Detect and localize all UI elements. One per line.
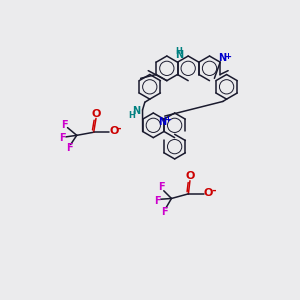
Text: -: - bbox=[117, 124, 122, 134]
Text: -: - bbox=[212, 186, 216, 196]
Text: O: O bbox=[91, 109, 101, 119]
Text: +: + bbox=[224, 52, 231, 61]
Text: H: H bbox=[128, 111, 135, 120]
Text: N: N bbox=[218, 53, 226, 63]
Text: +: + bbox=[164, 116, 171, 124]
Text: O: O bbox=[109, 127, 118, 136]
Text: F: F bbox=[61, 119, 68, 130]
Text: F: F bbox=[60, 134, 66, 143]
Text: O: O bbox=[185, 171, 195, 181]
Text: N: N bbox=[175, 50, 183, 60]
Text: F: F bbox=[158, 182, 165, 192]
Text: H: H bbox=[176, 47, 182, 56]
Text: F: F bbox=[154, 196, 161, 206]
Text: N: N bbox=[158, 117, 166, 127]
Text: O: O bbox=[204, 188, 213, 198]
Text: N: N bbox=[132, 106, 140, 116]
Text: F: F bbox=[161, 207, 168, 217]
Text: F: F bbox=[66, 143, 72, 153]
